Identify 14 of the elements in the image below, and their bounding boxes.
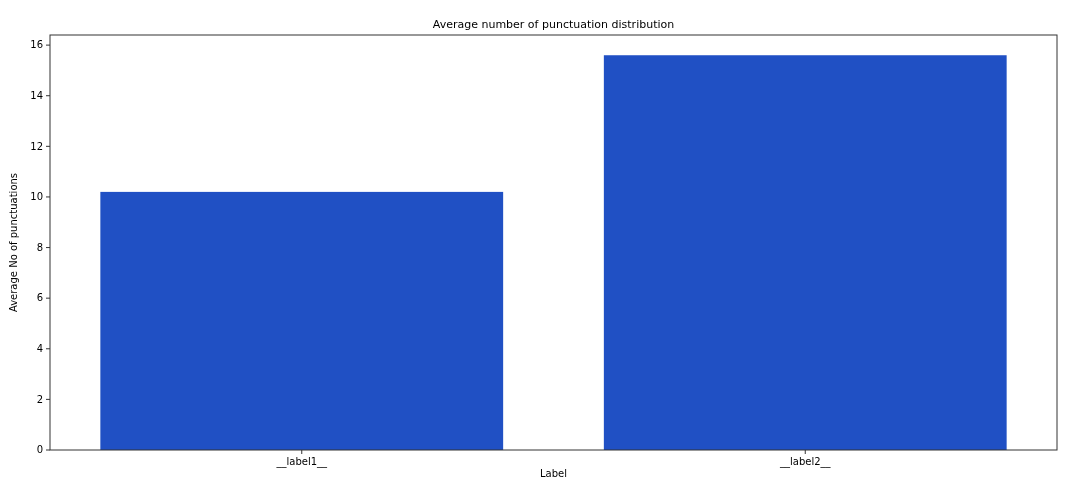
y-tick-label: 16: [30, 39, 43, 51]
y-tick-label: 2: [36, 393, 43, 405]
y-tick-label: 6: [36, 292, 43, 304]
y-tick-label: 10: [30, 191, 43, 203]
x-tick-label: __label1__: [275, 456, 329, 468]
chart-title: Average number of punctuation distribution: [432, 18, 675, 31]
y-tick-label: 8: [36, 241, 43, 253]
y-tick-label: 14: [30, 89, 43, 101]
x-tick-label: __label2__: [778, 456, 832, 468]
y-axis-title: Average No of punctuations: [8, 172, 19, 313]
y-tick-label: 4: [36, 342, 43, 354]
x-axis-title: Label: [540, 468, 567, 479]
y-tick-label: 0: [36, 444, 43, 456]
y-tick-label: 12: [30, 140, 43, 152]
